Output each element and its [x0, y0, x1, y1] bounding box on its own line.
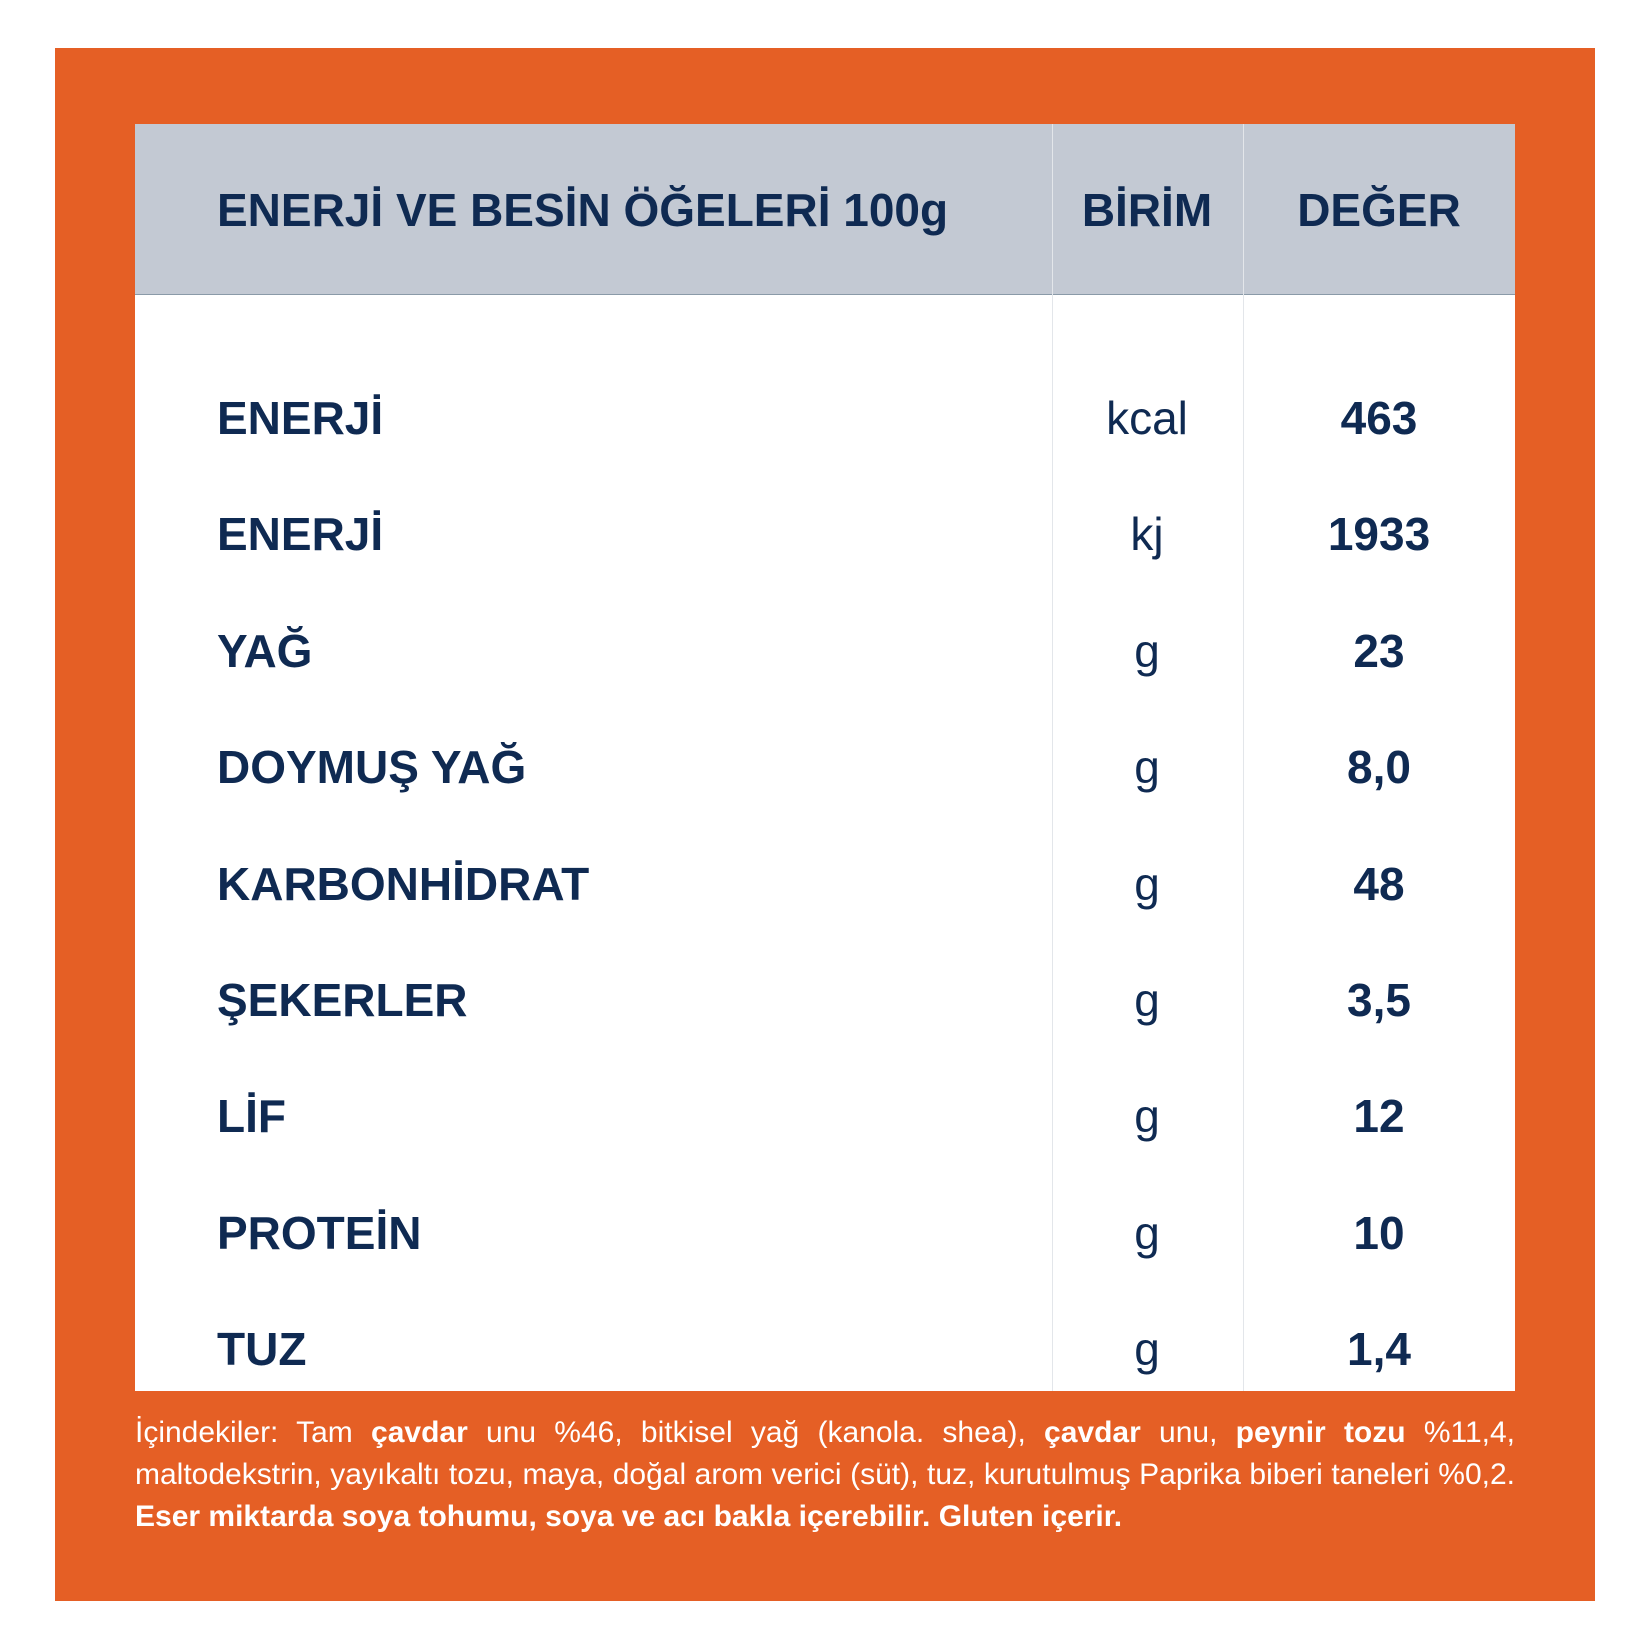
header-cell: DEĞER [1297, 184, 1461, 236]
nutrient-name: ENERJİ [217, 508, 384, 561]
nutrient-name: KARBONHİDRAT [217, 857, 590, 910]
column-divider [1243, 124, 1244, 1391]
ingredient-text: peynir tozu [1235, 1416, 1406, 1449]
unit: g [1134, 624, 1160, 677]
ingredients: İçindekiler: Tam çavdar unu %46, bitkise… [135, 1412, 1515, 1538]
header-cell: ENERJİ VE BESİN ÖĞELERİ 100g [217, 184, 949, 236]
unit: g [1134, 1206, 1160, 1259]
ingredient-text: çavdar [1044, 1416, 1141, 1449]
value: 3,5 [1347, 974, 1411, 1026]
column-divider [1052, 124, 1053, 1391]
value: 8,0 [1347, 741, 1411, 794]
value: 1933 [1327, 508, 1431, 561]
ingredient-text: unu %46, bitkisel yağ (kanola. shea), [467, 1416, 1045, 1449]
unit: kcal [1106, 392, 1188, 444]
unit: g [1134, 1323, 1160, 1376]
value: 23 [1353, 624, 1405, 677]
unit: kj [1130, 508, 1164, 561]
ingredient-text: Eser miktarda soya tohumu, soya ve acı b… [135, 1500, 1123, 1533]
unit: g [1134, 857, 1160, 910]
nutrient-name: TUZ [217, 1323, 307, 1376]
nutrient-name: ENERJİ [217, 392, 384, 444]
unit: g [1134, 1090, 1160, 1143]
table-header [135, 124, 1515, 295]
value: 12 [1353, 1090, 1405, 1143]
unit: g [1134, 974, 1160, 1026]
ingredient-text: %11,4, maltodekstrin, yayıkaltı tozu, ma… [135, 1416, 1516, 1491]
header-cell: BİRİM [1081, 184, 1213, 236]
value: 48 [1353, 857, 1405, 910]
nutrition-table: ENERJİ VE BESİN ÖĞELERİ 100g BİRİM DEĞER EN… [135, 124, 1515, 1391]
nutrient-name: DOYMUŞ YAĞ [217, 741, 527, 794]
nutrient-name: LİF [217, 1090, 286, 1143]
nutrient-name: ŞEKERLER [217, 974, 468, 1026]
value: 10 [1353, 1206, 1405, 1259]
ingredient-text: çavdar [371, 1416, 468, 1449]
unit: g [1134, 741, 1160, 794]
ingredient-text: İçindekiler: Tam [135, 1416, 372, 1449]
nutrient-name: PROTEİN [217, 1206, 422, 1259]
ingredient-text: unu, [1140, 1416, 1236, 1449]
value: 1,4 [1347, 1323, 1411, 1376]
value: 463 [1340, 392, 1418, 444]
nutrient-name: YAĞ [217, 624, 313, 677]
panel: ENERJİ VE BESİN ÖĞELERİ 100g BİRİM DEĞER EN… [55, 48, 1595, 1601]
